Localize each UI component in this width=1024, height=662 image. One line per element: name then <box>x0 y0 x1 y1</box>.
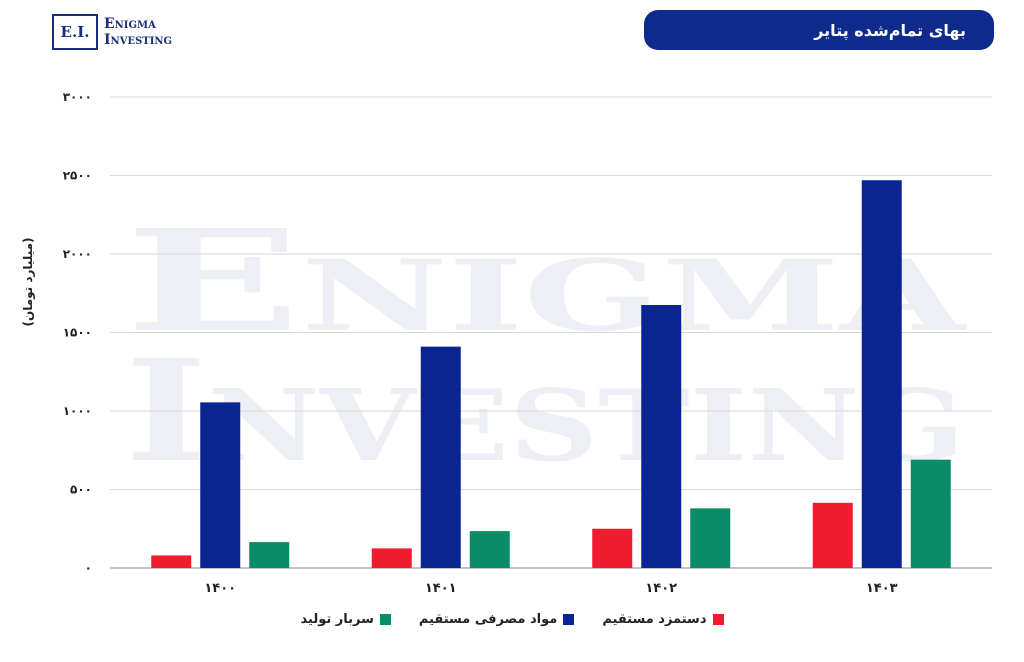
bar <box>812 502 853 568</box>
x-tick-label: ۱۴۰۲ <box>645 581 677 596</box>
x-tick-label: ۱۴۰۳ <box>866 581 898 596</box>
bar <box>641 305 682 568</box>
legend-label: مواد مصرفی مستقیم <box>418 612 558 627</box>
bar <box>592 528 633 568</box>
bar <box>469 531 510 568</box>
y-tick-label: ۰ <box>85 561 92 575</box>
logo-line-2: Investing <box>104 32 173 48</box>
logo: E.I. Enigma Investing <box>52 14 172 50</box>
bars <box>151 180 951 568</box>
x-tick-label: ۱۴۰۰ <box>204 581 236 596</box>
bar <box>371 548 412 568</box>
logo-line-1: Enigma <box>104 16 156 32</box>
chart-title: بهای تمام‌شده پتایر <box>814 20 966 40</box>
logo-mark: E.I. <box>52 14 98 50</box>
legend-item: مواد مصرفی مستقیم <box>418 612 575 627</box>
y-tick-label: ۲۰۰۰ <box>63 247 92 261</box>
bar <box>910 459 951 568</box>
watermark-line-2: Investing <box>125 330 965 494</box>
y-tick-label: ۵۰۰ <box>70 483 92 497</box>
x-tick-label: ۱۴۰۱ <box>425 581 457 596</box>
bar <box>200 402 241 568</box>
title-bar: بهای تمام‌شده پتایر <box>644 10 994 50</box>
bar <box>249 542 290 568</box>
legend-swatch <box>563 614 575 625</box>
bar <box>861 180 902 568</box>
bar <box>690 508 731 568</box>
bar <box>420 346 461 568</box>
legend-item: دستمزد مستقیم <box>602 612 724 627</box>
gridlines <box>110 96 992 569</box>
y-tick-label: ۲۵۰۰ <box>63 169 92 183</box>
legend-label: دستمزد مستقیم <box>602 612 707 627</box>
legend-item: سربار تولید <box>301 612 391 627</box>
legend-swatch <box>379 614 391 625</box>
bar <box>151 555 192 568</box>
logo-text: Enigma Investing <box>104 16 172 48</box>
legend-label: سربار تولید <box>300 612 374 627</box>
y-tick-label: ۱۵۰۰ <box>63 326 92 340</box>
watermark-line-1: Enigma <box>125 200 968 364</box>
legend-swatch <box>712 614 724 625</box>
watermark: Enigma Investing <box>125 200 968 494</box>
y-tick-labels: ۰ ۵۰۰ ۱۰۰۰ ۱۵۰۰ ۲۰۰۰ ۲۵۰۰ ۳۰۰۰ <box>63 90 92 575</box>
legend: دستمزد مستقیم مواد مصرفی مستقیم سربار تولی… <box>0 612 1024 627</box>
y-tick-label: ۳۰۰۰ <box>63 90 92 104</box>
x-tick-labels: ۱۴۰۰ ۱۴۰۱ ۱۴۰۲ ۱۴۰۳ <box>204 581 897 596</box>
y-tick-label: ۱۰۰۰ <box>63 404 92 418</box>
